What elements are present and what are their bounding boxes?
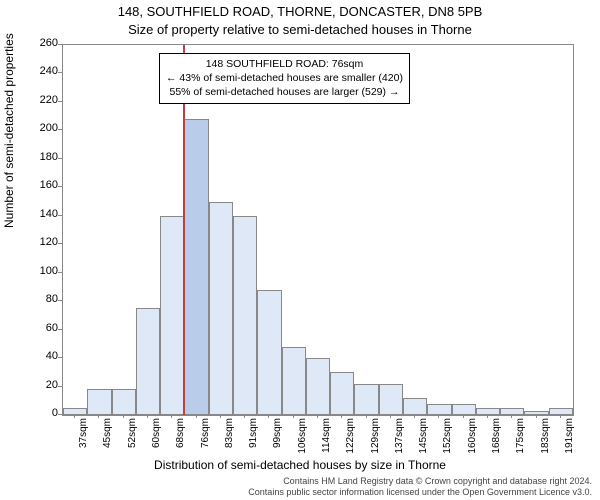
x-tick-mark <box>487 414 488 418</box>
x-tick-mark <box>463 414 464 418</box>
histogram-bar <box>306 358 330 415</box>
x-tick-mark <box>317 414 318 418</box>
x-tick-mark <box>196 414 197 418</box>
y-tick-label: 240 <box>22 65 58 77</box>
y-tick-mark <box>58 414 62 415</box>
footer-line1: Contains HM Land Registry data © Crown c… <box>283 476 592 486</box>
y-tick-label: 260 <box>22 37 58 49</box>
x-tick-mark <box>366 414 367 418</box>
y-axis-label: Number of semi-detached properties <box>2 33 16 228</box>
infobox-line1: 148 SOUTHFIELD ROAD: 76sqm <box>206 58 364 70</box>
y-tick-mark <box>58 329 62 330</box>
footer-line2: Contains public sector information licen… <box>248 487 592 497</box>
x-tick-mark <box>560 414 561 418</box>
y-tick-mark <box>58 215 62 216</box>
histogram-bar <box>184 119 208 415</box>
histogram-bar <box>354 384 378 415</box>
y-tick-mark <box>58 272 62 273</box>
y-tick-mark <box>58 386 62 387</box>
y-tick-mark <box>58 300 62 301</box>
y-tick-label: 140 <box>22 208 58 220</box>
chart-title-line1: 148, SOUTHFIELD ROAD, THORNE, DONCASTER,… <box>0 4 600 19</box>
histogram-bar <box>524 411 548 415</box>
x-tick-mark <box>438 414 439 418</box>
histogram-bar <box>233 216 257 415</box>
x-tick-mark <box>74 414 75 418</box>
x-tick-mark <box>414 414 415 418</box>
x-axis-label: Distribution of semi-detached houses by … <box>0 458 600 472</box>
histogram-bar <box>282 347 306 415</box>
y-tick-mark <box>58 158 62 159</box>
y-tick-mark <box>58 129 62 130</box>
y-tick-label: 180 <box>22 151 58 163</box>
y-tick-mark <box>58 357 62 358</box>
x-tick-mark <box>511 414 512 418</box>
histogram-bar <box>379 384 403 415</box>
y-tick-label: 40 <box>22 350 58 362</box>
y-tick-label: 220 <box>22 94 58 106</box>
x-tick-mark <box>341 414 342 418</box>
y-tick-mark <box>58 243 62 244</box>
x-tick-mark <box>220 414 221 418</box>
histogram-bar <box>549 408 573 415</box>
x-tick-mark <box>123 414 124 418</box>
x-tick-mark <box>390 414 391 418</box>
y-tick-label: 60 <box>22 322 58 334</box>
histogram-bar <box>452 404 476 415</box>
y-tick-label: 200 <box>22 122 58 134</box>
y-tick-label: 0 <box>22 407 58 419</box>
y-tick-mark <box>58 44 62 45</box>
histogram-bar <box>160 216 184 415</box>
y-tick-label: 120 <box>22 236 58 248</box>
y-tick-mark <box>58 101 62 102</box>
infobox-line2: ← 43% of semi-detached houses are smalle… <box>166 72 403 84</box>
histogram-bar <box>87 389 111 415</box>
y-tick-label: 20 <box>22 379 58 391</box>
x-tick-mark <box>268 414 269 418</box>
y-tick-label: 80 <box>22 293 58 305</box>
chart-title-line2: Size of property relative to semi-detach… <box>0 22 600 37</box>
y-tick-label: 100 <box>22 265 58 277</box>
infobox-line3: 55% of semi-detached houses are larger (… <box>169 86 399 98</box>
y-tick-mark <box>58 186 62 187</box>
histogram-bar <box>136 308 160 415</box>
x-tick-mark <box>293 414 294 418</box>
info-box: 148 SOUTHFIELD ROAD: 76sqm ← 43% of semi-… <box>159 53 410 104</box>
x-tick-mark <box>536 414 537 418</box>
histogram-bar <box>427 404 451 415</box>
histogram-bar <box>403 398 427 415</box>
histogram-bar <box>63 408 87 415</box>
histogram-plot-area: 148 SOUTHFIELD ROAD: 76sqm ← 43% of semi-… <box>62 44 574 416</box>
histogram-bar <box>209 202 233 415</box>
x-tick-mark <box>244 414 245 418</box>
y-tick-label: 160 <box>22 179 58 191</box>
histogram-bar <box>500 408 524 415</box>
x-tick-mark <box>98 414 99 418</box>
x-tick-mark <box>147 414 148 418</box>
y-tick-mark <box>58 72 62 73</box>
x-tick-mark <box>171 414 172 418</box>
histogram-bar <box>112 389 136 415</box>
histogram-bar <box>257 290 281 415</box>
histogram-bar <box>330 372 354 415</box>
attribution-footer: Contains HM Land Registry data © Crown c… <box>0 476 600 498</box>
